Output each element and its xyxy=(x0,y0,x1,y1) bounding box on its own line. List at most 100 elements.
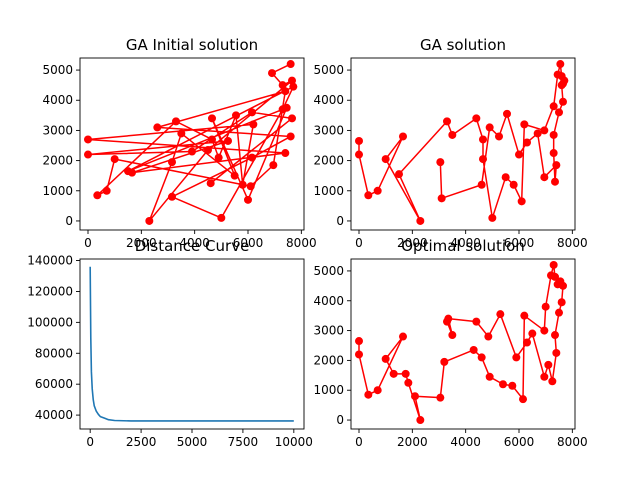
y-tick-label: 0 xyxy=(336,214,344,228)
x-tick-label: 0 xyxy=(86,435,94,449)
data-point xyxy=(436,158,445,167)
data-point xyxy=(217,213,226,222)
y-tick-label: 1000 xyxy=(313,184,344,198)
data-point xyxy=(84,135,92,144)
data-point xyxy=(381,354,390,363)
data-point xyxy=(168,158,176,167)
data-point xyxy=(416,216,425,225)
data-point xyxy=(551,331,559,340)
data-point xyxy=(472,114,481,123)
data-point xyxy=(401,369,410,378)
data-point xyxy=(110,155,119,164)
y-tick-label: 3000 xyxy=(42,123,73,137)
data-point xyxy=(268,69,276,78)
data-point xyxy=(395,170,403,179)
y-tick-label: 4000 xyxy=(42,93,73,107)
x-tick-label: 4000 xyxy=(450,236,481,250)
data-point xyxy=(230,171,239,180)
y-tick-label: 120000 xyxy=(27,284,73,298)
y-tick-label: 4000 xyxy=(313,93,344,107)
data-point xyxy=(440,357,449,366)
x-tick-label: 6000 xyxy=(504,435,535,449)
y-tick-label: 3000 xyxy=(313,324,344,338)
data-point xyxy=(552,348,561,357)
data-point xyxy=(249,120,258,129)
data-point xyxy=(533,129,542,138)
x-tick-label: 2000 xyxy=(397,435,428,449)
data-point xyxy=(548,377,557,386)
data-point xyxy=(204,146,212,155)
data-point xyxy=(281,149,290,158)
data-point xyxy=(238,180,247,189)
subplot-distance-curve: 0 2500 5000 7500 100004000060000800001000001… xyxy=(27,237,313,449)
y-tick-label: 80000 xyxy=(35,346,73,360)
data-point xyxy=(559,281,567,290)
data-point xyxy=(443,117,451,126)
data-point xyxy=(549,149,558,158)
data-point xyxy=(246,182,255,191)
x-tick-label: 6000 xyxy=(233,236,264,250)
data-point xyxy=(244,195,252,204)
data-point xyxy=(269,161,278,170)
data-point xyxy=(485,372,494,381)
data-point xyxy=(549,260,558,269)
data-point xyxy=(177,129,186,138)
data-point xyxy=(472,317,481,326)
data-point xyxy=(355,350,363,359)
data-point xyxy=(503,109,511,118)
y-tick-label: 2000 xyxy=(313,353,344,367)
data-point xyxy=(389,369,398,378)
data-point xyxy=(248,108,256,117)
data-point xyxy=(286,132,295,141)
data-point xyxy=(528,329,537,338)
data-point xyxy=(404,378,413,387)
data-point xyxy=(355,150,363,159)
data-point xyxy=(557,298,566,307)
data-point xyxy=(278,81,287,90)
y-tick-label: 4000 xyxy=(313,294,344,308)
subplot-ga-initial-solution: 0 2000 4000 6000 8000 0 1000 2000 3000 4000 5000 GA… xyxy=(42,36,316,250)
data-point xyxy=(544,360,553,369)
data-point xyxy=(188,147,196,156)
y-tick-label: 5000 xyxy=(42,63,73,77)
data-point xyxy=(540,173,549,182)
data-point xyxy=(288,76,296,85)
data-point xyxy=(168,192,176,201)
y-tick-label: 2000 xyxy=(42,154,73,168)
data-point xyxy=(373,186,382,195)
y-tick-label: 140000 xyxy=(27,254,73,268)
y-tick-label: 0 xyxy=(336,413,344,427)
subplot-ga-solution: 0 2000 4000 6000 8000 0 1000 2000 3000 4000 5000 GA… xyxy=(313,36,587,250)
subplot-title: GA Initial solution xyxy=(126,36,258,54)
data-point xyxy=(479,135,487,144)
x-tick-label: 0 xyxy=(84,236,92,250)
y-tick-label: 1000 xyxy=(42,184,73,198)
x-tick-label: 2500 xyxy=(126,435,157,449)
data-point xyxy=(411,392,419,401)
data-point xyxy=(485,123,494,132)
x-tick-label: 0 xyxy=(355,236,363,250)
axes-frame xyxy=(350,258,576,430)
series-line xyxy=(89,266,294,422)
data-point xyxy=(555,308,563,317)
subplot-title: Optimal solution xyxy=(401,237,525,255)
data-point xyxy=(381,155,390,164)
x-tick-label: 8000 xyxy=(557,435,588,449)
data-point xyxy=(477,353,486,362)
y-tick-label: 100000 xyxy=(27,315,73,329)
axes-frame xyxy=(79,57,305,231)
data-point xyxy=(557,81,566,90)
data-point xyxy=(281,87,290,96)
x-tick-label: 8000 xyxy=(557,236,588,250)
data-point xyxy=(515,150,523,159)
subplot-title: GA solution xyxy=(420,36,506,54)
data-point xyxy=(555,108,563,117)
y-tick-label: 0 xyxy=(65,214,73,228)
data-point xyxy=(214,153,223,162)
data-point xyxy=(520,120,529,129)
data-point xyxy=(519,395,527,404)
data-point xyxy=(102,186,111,195)
subplot-optimal-solution: 0 2000 4000 6000 8000 0 1000 2000 3000 4000 5000 Op… xyxy=(313,237,587,449)
y-tick-label: 1000 xyxy=(313,383,344,397)
